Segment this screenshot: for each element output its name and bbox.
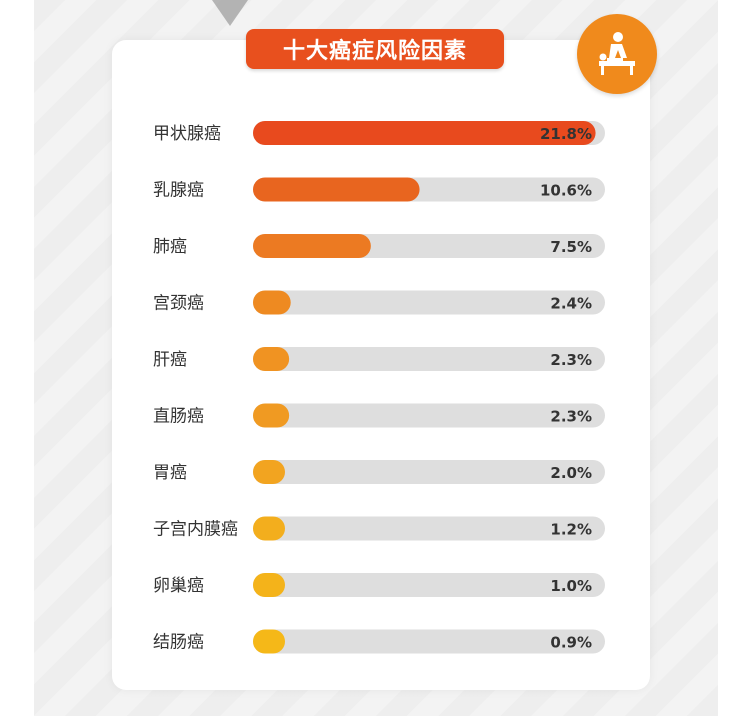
bar xyxy=(253,234,371,258)
value-label: 21.8% xyxy=(540,125,592,143)
value-label: 2.0% xyxy=(550,464,592,482)
bar-track xyxy=(253,460,605,484)
bar xyxy=(253,573,285,597)
category-label: 子宫内膜癌 xyxy=(153,520,238,540)
category-label: 宫颈癌 xyxy=(153,294,204,314)
chart-title: 十大癌症风险因素 xyxy=(246,29,504,69)
category-label: 胃癌 xyxy=(153,463,187,483)
category-label: 甲状腺癌 xyxy=(153,124,221,144)
top-notch-triangle xyxy=(212,0,248,26)
massage-therapy-icon xyxy=(577,14,657,94)
value-label: 2.4% xyxy=(550,295,592,313)
bar xyxy=(253,460,285,484)
value-label: 2.3% xyxy=(550,408,592,426)
bar-track xyxy=(253,347,605,371)
value-label: 1.0% xyxy=(550,577,592,595)
value-label: 1.2% xyxy=(550,521,592,539)
bar xyxy=(253,177,420,202)
value-label: 10.6% xyxy=(540,182,592,200)
bar-track xyxy=(253,629,605,654)
bar xyxy=(253,121,596,145)
value-label: 0.9% xyxy=(550,634,592,652)
category-label: 卵巢癌 xyxy=(153,576,204,596)
bar xyxy=(253,290,291,315)
bar xyxy=(253,403,290,428)
category-label: 肝癌 xyxy=(153,350,187,370)
bar xyxy=(253,516,285,541)
bar-track xyxy=(253,516,605,541)
bar-track xyxy=(253,573,605,597)
category-label: 肺癌 xyxy=(153,237,187,257)
category-label: 结肠癌 xyxy=(153,633,204,653)
value-label: 7.5% xyxy=(550,238,592,256)
bar-track xyxy=(253,290,605,315)
category-label: 乳腺癌 xyxy=(153,181,204,201)
bar xyxy=(253,629,285,654)
bar-track xyxy=(253,403,605,428)
category-label: 直肠癌 xyxy=(153,407,204,427)
bar xyxy=(253,347,290,371)
value-label: 2.3% xyxy=(550,351,592,369)
